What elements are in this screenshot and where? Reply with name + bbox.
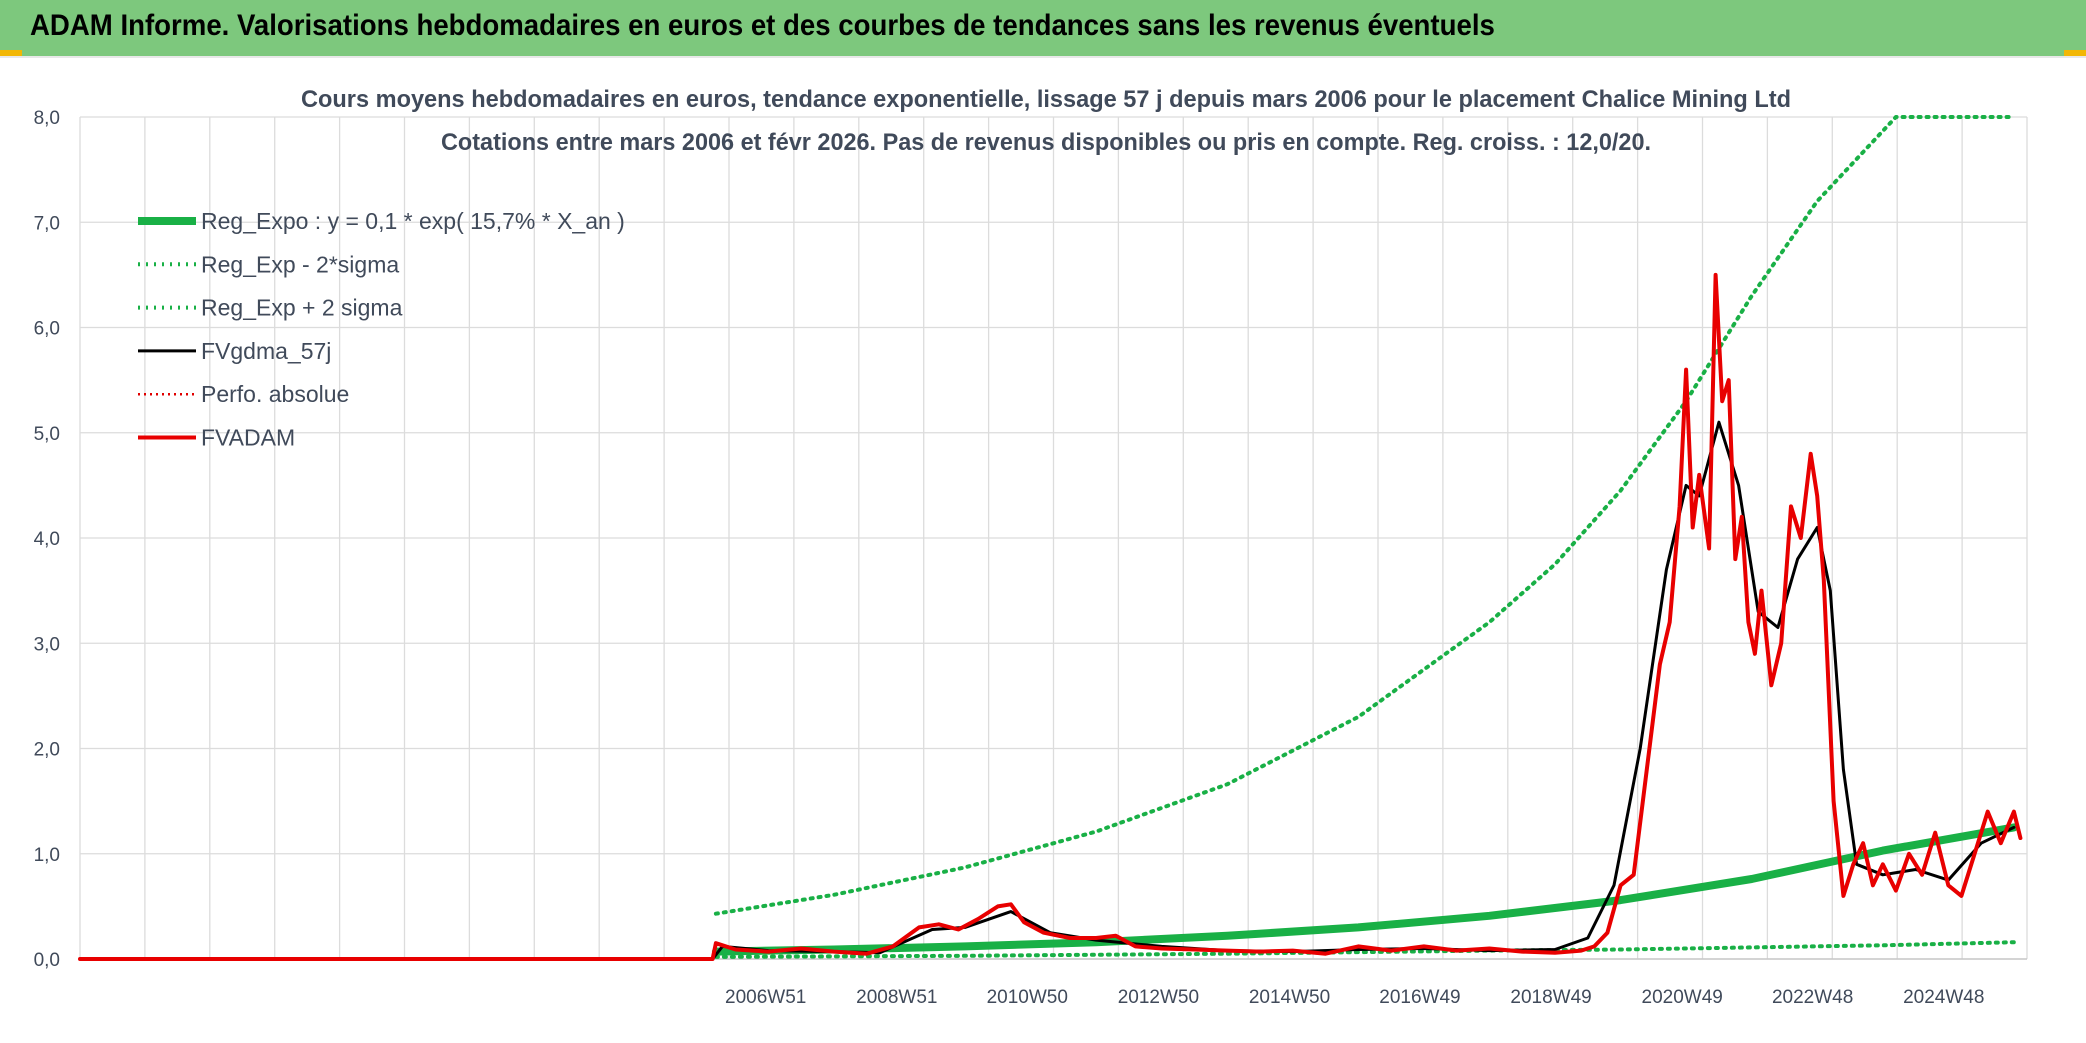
- x-tick-label: 2018W49: [1510, 987, 1591, 1008]
- legend-label: Reg_Exp + 2 sigma: [201, 295, 403, 321]
- series-line: [78, 272, 2023, 961]
- y-tick-label: 3,0: [34, 634, 60, 655]
- chart-area: Cours moyens hebdomadaires en euros, ten…: [0, 56, 2086, 1038]
- x-tick-label: 2012W50: [1118, 987, 1199, 1008]
- series-line: [78, 420, 2016, 961]
- x-tick-label: 2022W48: [1772, 987, 1853, 1008]
- corner-accent-left: [0, 50, 22, 56]
- y-tick-label: 5,0: [34, 424, 60, 445]
- x-tick-label: 2014W50: [1249, 987, 1330, 1008]
- legend-label: Reg_Expo : y = 0,1 * exp( 15,7% * X_an ): [201, 208, 625, 234]
- y-tick-label: 2,0: [34, 740, 60, 761]
- x-tick-label: 2010W50: [987, 987, 1068, 1008]
- x-tick-label: 2024W48: [1903, 987, 1984, 1008]
- x-tick-label: 2020W49: [1642, 987, 1723, 1008]
- series-line: [713, 115, 2016, 916]
- legend-label: Perfo. absolue: [201, 381, 349, 407]
- y-tick-label: 4,0: [34, 529, 60, 550]
- y-tick-label: 1,0: [34, 845, 60, 866]
- chart-title: Cours moyens hebdomadaires en euros, ten…: [301, 86, 1791, 113]
- series-line: [711, 823, 2018, 956]
- x-tick-label: 2016W49: [1379, 987, 1460, 1008]
- chart-svg: Cours moyens hebdomadaires en euros, ten…: [34, 86, 2028, 1008]
- y-tick-label: 7,0: [34, 213, 60, 234]
- header-bar: ADAM Informe. Valorisations hebdomadaire…: [0, 0, 2086, 58]
- x-tick-label: 2008W51: [856, 987, 937, 1008]
- legend-label: Reg_Exp - 2*sigma: [201, 251, 399, 277]
- x-tick-label: 2006W51: [725, 987, 806, 1008]
- legend-label: FVgdma_57j: [201, 338, 331, 364]
- y-tick-label: 0,0: [34, 950, 60, 971]
- y-tick-label: 6,0: [34, 319, 60, 340]
- y-tick-label: 8,0: [34, 108, 60, 129]
- chart-subtitle: Cotations entre mars 2006 et févr 2026. …: [441, 129, 1651, 156]
- corner-accent-right: [2064, 50, 2086, 56]
- legend-label: FVADAM: [201, 425, 295, 451]
- page-title: ADAM Informe. Valorisations hebdomadaire…: [30, 9, 1495, 42]
